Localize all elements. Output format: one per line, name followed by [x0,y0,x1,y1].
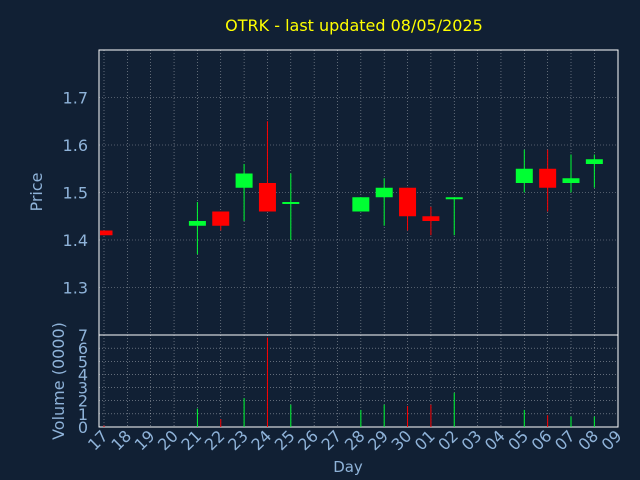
volume-y-tick-label: 0 [78,418,88,437]
candle-body [258,183,276,212]
candle-body [515,168,533,183]
volume-y-tick-label: 4 [78,365,88,384]
candle-05 [515,149,533,193]
volume-bars [103,337,595,427]
candle-body [562,178,580,183]
volume-y-tick-label: 7 [78,326,88,345]
volume-grid [99,335,618,427]
candle-body [188,221,206,226]
volume-y-tick-label: 2 [78,392,88,411]
price-y-tick-label: 1.4 [63,231,88,250]
candle-01 [422,206,440,236]
candle-body [422,216,440,221]
volume-y-tick-label: 3 [78,379,88,398]
candle-body [539,168,557,188]
candle-body [235,173,253,188]
candle-body [282,202,300,204]
candle-06 [539,149,557,212]
price-panel: 1.3 1.4 1.5 1.6 1.7 Price [27,49,619,336]
candle-29 [375,178,393,226]
price-y-tick-label: 1.3 [63,279,88,298]
candle-body [445,197,463,200]
candle-body [585,159,603,164]
candle-02 [445,197,463,236]
candle-body [399,187,417,217]
volume-plot-frame [98,334,619,428]
price-y-tick-label: 1.5 [63,184,88,203]
price-y-tick-label: 1.6 [63,136,88,155]
candle-body [212,211,230,226]
candle-body [352,197,370,212]
x-axis-label: Day [333,458,363,476]
candle-28 [352,197,370,212]
candle-22 [212,211,230,231]
candle-24 [258,121,276,212]
volume-y-tick-label: 6 [78,339,88,358]
candle-body [375,187,393,198]
price-axis-label: Price [27,172,46,211]
volume-y-tick-label: 1 [78,405,88,424]
candle-08 [585,154,603,188]
candle-30 [399,187,417,231]
candle-07 [562,154,580,193]
volume-axis-label: Volume (0000) [49,322,68,440]
candle-17 [100,230,113,236]
chart-title: OTRK - last updated 08/05/2025 [225,16,483,35]
price-y-tick-label: 1.7 [63,89,88,108]
price-y-tick-labels: 1.3 1.4 1.5 1.6 1.7 [63,89,88,298]
candle-25 [282,173,300,240]
candlesticks [100,121,603,255]
x-tick-labels: 1718192021222324252627282930010203040506… [84,426,626,454]
candle-21 [188,202,206,255]
price-grid [99,50,618,335]
candle-23 [235,164,253,221]
volume-y-tick-label: 5 [78,352,88,371]
candle-body [100,230,113,236]
